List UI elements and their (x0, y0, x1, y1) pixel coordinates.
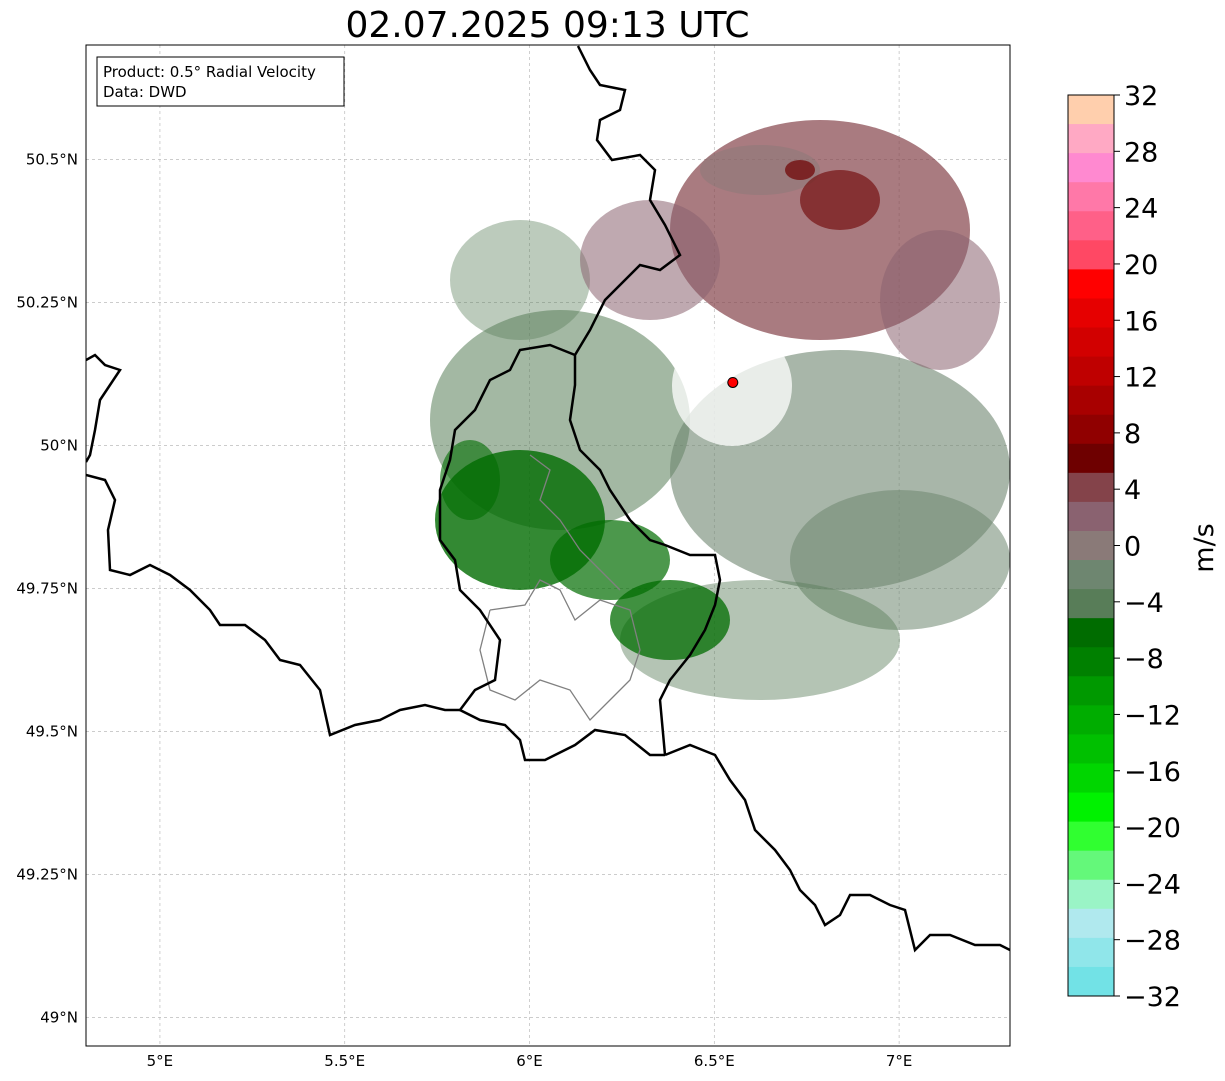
colorbar-swatch (1068, 124, 1114, 154)
colorbar-tick-label: 24 (1124, 194, 1158, 225)
colorbar-swatch (1068, 560, 1114, 590)
colorbar-swatch (1068, 298, 1114, 329)
lon-tick-label: 5°E (147, 1052, 174, 1070)
colorbar-swatch (1068, 734, 1114, 764)
radar-site-marker (727, 376, 739, 388)
colorbar-swatch (1068, 763, 1114, 794)
colorbar-tick-label: 12 (1124, 363, 1158, 394)
strong-outbound-echoes (785, 160, 880, 230)
colorbar (1067, 94, 1115, 997)
colorbar-tick-label: 32 (1124, 81, 1158, 112)
colorbar-unit-label: m/s (1189, 523, 1220, 572)
country-border-east (568, 45, 722, 756)
colorbar-swatch (1068, 821, 1114, 852)
colorbar-tick-label: −12 (1124, 700, 1181, 731)
lon-tick-label: 5.5°E (324, 1052, 365, 1070)
colorbar-tick-label: −24 (1124, 869, 1181, 900)
radar-echoes (430, 120, 1010, 700)
lon-tick-label: 6.5°E (694, 1052, 735, 1070)
colorbar-tick-label: −16 (1124, 757, 1181, 788)
lat-tick-label: 49.75°N (16, 579, 78, 597)
colorbar-tick-label: −28 (1124, 926, 1181, 957)
colorbar-swatch (1068, 792, 1114, 823)
colorbar-swatch (1068, 966, 1114, 997)
longitude-labels: 5°E 5.5°E 6°E 6.5°E 7°E (147, 1052, 913, 1070)
colorbar-swatch (1068, 501, 1114, 532)
colorbar-swatch (1068, 269, 1114, 299)
colorbar-swatch (1068, 182, 1114, 212)
info-product: Product: 0.5° Radial Velocity (103, 63, 316, 81)
colorbar-tick-label: 8 (1124, 419, 1141, 450)
colorbar-swatch (1068, 530, 1114, 561)
colorbar-ticks: 32 28 24 20 16 12 8 4 0 −4 −8 −12 −16 −20 −24 −28 −32 (1114, 81, 1181, 1013)
colorbar-tick-label: −20 (1124, 813, 1181, 844)
colorbar-swatch (1068, 618, 1114, 648)
lat-tick-label: 49.5°N (26, 722, 78, 740)
colorbar-tick-label: 0 (1124, 532, 1141, 563)
colorbar-swatch (1068, 385, 1114, 416)
admin-border (479, 579, 641, 722)
latitude-labels: 50.5°N 50.25°N 50°N 49.75°N 49.5°N 49.25°N 49°… (16, 150, 78, 1026)
colorbar-swatch (1068, 443, 1114, 474)
country-border-lux (438, 343, 665, 762)
lat-tick-label: 50.25°N (16, 293, 78, 311)
admin-border-2 (529, 454, 621, 591)
lat-tick-label: 49.25°N (16, 865, 78, 883)
info-box: Product: 0.5° Radial Velocity Data: DWD (96, 56, 345, 107)
colorbar-swatch (1068, 356, 1114, 387)
colorbar-swatch (1068, 705, 1114, 735)
colorbar-tick-label: 20 (1124, 250, 1158, 281)
borders (86, 45, 1010, 953)
colorbar-tick-label: −4 (1124, 588, 1164, 619)
colorbar-swatch (1068, 850, 1114, 881)
colorbar-swatch (1068, 589, 1114, 619)
colorbar-swatch (1068, 472, 1114, 503)
colorbar-tick-label: −8 (1124, 644, 1164, 675)
country-border-south (664, 743, 1010, 953)
colorbar-tick-label: 16 (1124, 306, 1158, 337)
colorbar-swatch (1068, 327, 1114, 358)
colorbar-swatch (1068, 937, 1114, 968)
plot-frame (85, 44, 1011, 1047)
colorbar-swatch (1068, 95, 1114, 125)
colorbar-swatch (1068, 414, 1114, 445)
lat-tick-label: 49°N (40, 1008, 78, 1026)
lat-tick-label: 50°N (40, 436, 78, 454)
map-title: 02.07.2025 09:13 UTC (345, 5, 750, 46)
colorbar-swatch (1068, 879, 1114, 910)
colorbar-tick-label: 28 (1124, 137, 1158, 168)
colorbar-tick-label: 4 (1124, 475, 1141, 506)
country-border-nw (86, 353, 122, 463)
colorbar-swatch (1068, 240, 1114, 270)
lon-tick-label: 7°E (886, 1052, 913, 1070)
info-source: Data: DWD (103, 83, 187, 101)
colorbar-swatch (1068, 153, 1114, 183)
colorbar-swatch (1068, 211, 1114, 241)
colorbar-swatch (1068, 676, 1114, 706)
colorbar-tick-label: −32 (1124, 982, 1181, 1013)
lat-tick-label: 50.5°N (26, 150, 78, 168)
lon-tick-label: 6°E (516, 1052, 543, 1070)
colorbar-swatch (1068, 908, 1114, 939)
country-border-west (86, 473, 460, 737)
colorbar-swatch (1068, 647, 1114, 677)
